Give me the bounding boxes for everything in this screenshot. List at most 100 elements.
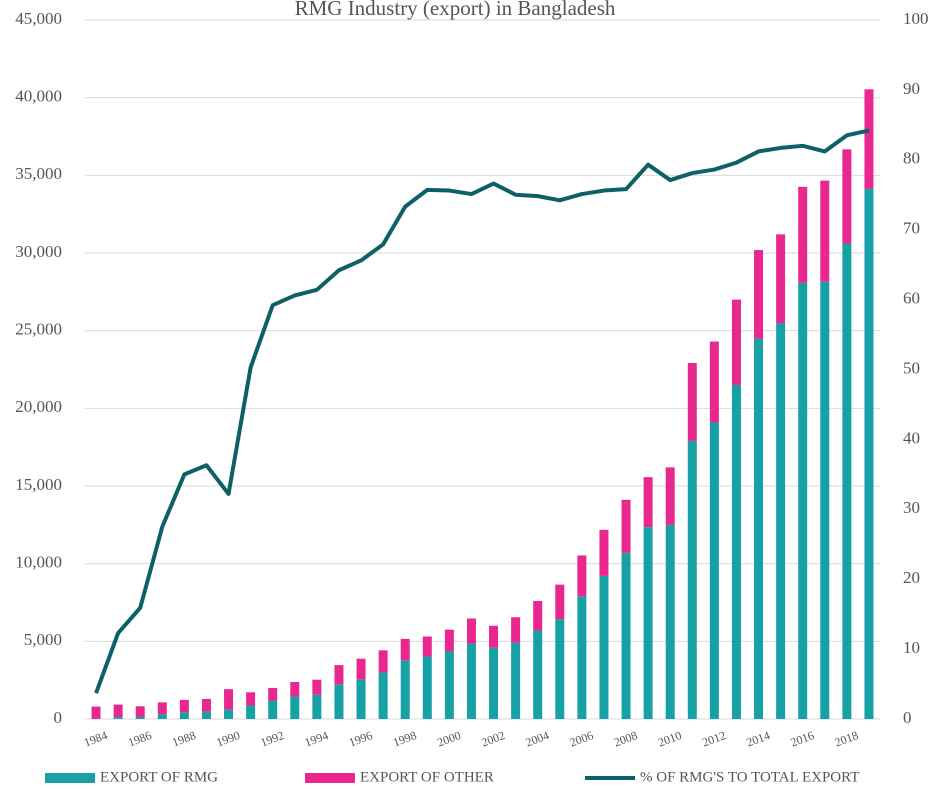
- bar: [290, 696, 300, 719]
- bar: [820, 281, 830, 719]
- legend-label: EXPORT OF OTHER: [360, 769, 494, 785]
- bar: [555, 584, 565, 620]
- y-tick-label: 45,000: [15, 9, 62, 28]
- bar: [246, 692, 256, 706]
- y2-tick-label: 0: [903, 708, 912, 727]
- y-tick-label: 15,000: [15, 475, 62, 494]
- bar: [422, 636, 432, 657]
- bar: [599, 529, 609, 576]
- line: [94, 128, 870, 694]
- bar: [201, 698, 211, 712]
- bar: [709, 341, 719, 423]
- y2-tick-label: 10: [903, 638, 920, 657]
- y2-tick-label: 50: [903, 358, 920, 377]
- x-tick-label: 1990: [214, 728, 241, 749]
- bar: [246, 705, 256, 719]
- x-tick-label: 1984: [82, 728, 109, 749]
- bar: [798, 282, 808, 719]
- y-tick-label: 10,000: [15, 553, 62, 572]
- bar: [555, 619, 565, 719]
- bar: [422, 656, 432, 719]
- y-tick-label: 40,000: [15, 87, 62, 106]
- x-tick-label: 2018: [833, 728, 860, 749]
- bar: [224, 709, 234, 719]
- y-tick-label: 20,000: [15, 397, 62, 416]
- bar: [356, 679, 366, 719]
- bar: [268, 687, 278, 701]
- bar: [577, 596, 587, 719]
- bar: [312, 694, 322, 719]
- bar: [511, 617, 521, 643]
- bar: [489, 647, 499, 719]
- bar: [776, 323, 786, 719]
- bar: [290, 682, 300, 697]
- bar: [113, 717, 123, 719]
- bar: [731, 299, 741, 386]
- bar: [798, 186, 808, 283]
- x-tick-label: 2016: [789, 728, 816, 749]
- bar: [776, 234, 786, 324]
- legend-label: EXPORT OF RMG: [100, 769, 218, 785]
- bar: [577, 555, 587, 597]
- bar: [665, 467, 675, 525]
- x-tick-label: 2008: [612, 728, 639, 749]
- legend-swatch: [45, 773, 95, 783]
- x-tick-label: 1992: [259, 728, 286, 749]
- y2-tick-label: 60: [903, 289, 920, 308]
- bar: [511, 642, 521, 719]
- x-tick-label: 2006: [568, 728, 595, 749]
- bar: [599, 575, 609, 719]
- x-tick-label: 1988: [170, 728, 197, 749]
- bar: [731, 385, 741, 719]
- y2-tick-label: 70: [903, 219, 920, 238]
- bar: [157, 702, 167, 715]
- x-tick-label: 1994: [303, 728, 330, 749]
- chart-title: RMG Industry (export) in Bangladesh: [295, 0, 616, 20]
- x-tick-label: 2002: [479, 728, 506, 749]
- x-tick-label: 1996: [347, 728, 374, 749]
- bar: [356, 658, 366, 680]
- bar: [864, 188, 874, 719]
- bar: [665, 524, 675, 719]
- x-tick-label: 2004: [524, 728, 551, 749]
- x-tick-label: 2000: [435, 728, 462, 749]
- y2-tick-label: 90: [903, 79, 920, 98]
- bar: [378, 650, 388, 673]
- bar: [842, 243, 852, 720]
- bar: [643, 477, 653, 528]
- bar: [444, 651, 454, 719]
- bar: [113, 704, 123, 718]
- y-tick-label: 0: [54, 708, 63, 727]
- bar: [334, 665, 344, 685]
- y-tick-label: 35,000: [15, 164, 62, 183]
- bar: [466, 618, 476, 644]
- bar: [621, 552, 631, 719]
- bar: [754, 338, 764, 719]
- bar: [268, 700, 278, 719]
- y-tick-label: 30,000: [15, 242, 62, 261]
- y2-tick-label: 20: [903, 568, 920, 587]
- legend-swatch: [305, 773, 355, 783]
- bar: [312, 679, 322, 695]
- bar: [621, 499, 631, 553]
- bar: [179, 699, 189, 713]
- bar: [400, 638, 410, 661]
- bar: [842, 149, 852, 244]
- bar: [533, 630, 543, 719]
- x-tick-label: 1986: [126, 728, 153, 749]
- bar: [864, 89, 874, 189]
- bar: [378, 672, 388, 719]
- y-tick-label: 5,000: [24, 630, 62, 649]
- bar: [135, 716, 145, 719]
- bar: [135, 706, 145, 717]
- y2-tick-label: 40: [903, 428, 920, 447]
- bar: [466, 643, 476, 719]
- x-tick-label: 2012: [700, 728, 727, 749]
- bar: [224, 689, 234, 710]
- bar: [444, 629, 454, 652]
- bar: [489, 625, 499, 648]
- x-tick-label: 2010: [656, 728, 683, 749]
- bar: [400, 660, 410, 719]
- y2-tick-label: 30: [903, 498, 920, 517]
- bar: [157, 714, 167, 719]
